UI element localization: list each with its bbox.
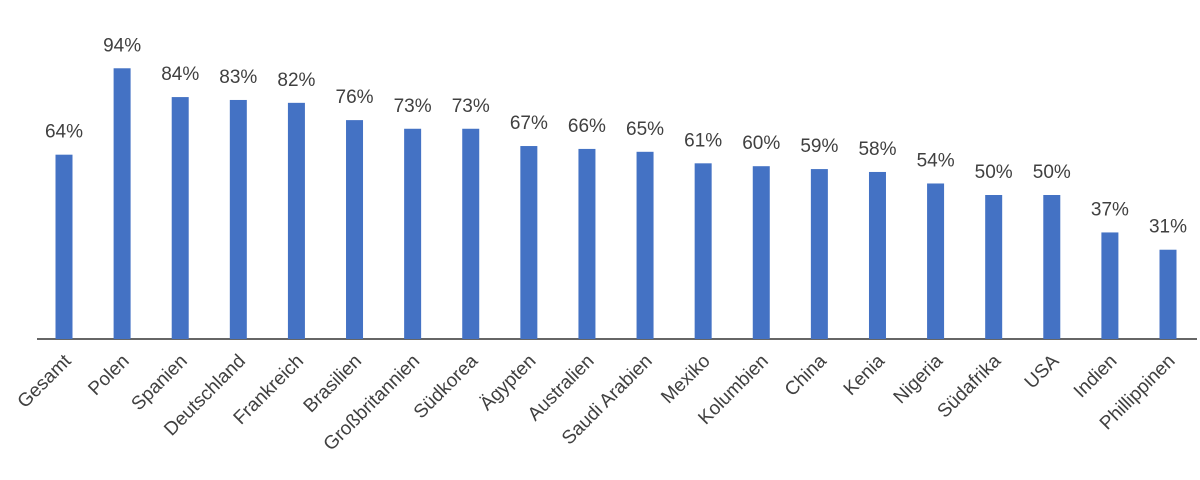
bar — [1101, 232, 1119, 339]
value-label: 66% — [568, 116, 606, 137]
bar — [404, 128, 422, 339]
bar — [55, 154, 73, 339]
x-tick-label: Kenia — [840, 350, 890, 400]
x-tick-label: Südafrika — [934, 350, 1006, 422]
value-label: 31% — [1149, 217, 1187, 238]
value-label: 50% — [1033, 162, 1071, 183]
x-tick-label: Gesamt — [14, 350, 76, 412]
value-label: 83% — [219, 67, 257, 88]
value-label: 61% — [684, 130, 722, 151]
value-label: 76% — [336, 87, 374, 108]
value-label: 64% — [45, 122, 83, 143]
x-tick-label: USA — [1021, 350, 1064, 393]
value-label: 84% — [161, 64, 199, 85]
x-tick-label: Mexiko — [657, 351, 714, 408]
value-label: 73% — [452, 96, 490, 117]
x-tick-label: Nigeria — [890, 350, 948, 408]
x-tick-label: Polen — [84, 351, 133, 400]
value-label: 60% — [742, 133, 780, 154]
bar — [287, 102, 305, 339]
bar — [229, 99, 247, 340]
value-label: 50% — [975, 162, 1013, 183]
value-label: 65% — [626, 119, 664, 140]
bar — [868, 171, 886, 339]
bar — [578, 148, 596, 339]
value-label: 94% — [103, 35, 141, 56]
bar — [520, 146, 538, 339]
value-label: 73% — [394, 96, 432, 117]
value-label: 67% — [510, 113, 548, 134]
value-label: 54% — [917, 150, 955, 171]
bar — [462, 128, 480, 339]
bar — [927, 183, 945, 339]
bar — [694, 163, 712, 339]
x-tick-label: Indien — [1070, 351, 1121, 402]
value-label: 59% — [800, 136, 838, 157]
bar — [113, 68, 131, 339]
value-label: 37% — [1091, 199, 1129, 220]
bar — [752, 166, 770, 339]
bar — [636, 151, 654, 339]
bar — [171, 97, 189, 339]
value-label: 82% — [277, 70, 315, 91]
bar — [346, 120, 364, 340]
value-label: 58% — [858, 139, 896, 160]
x-tick-label: Südkorea — [410, 350, 483, 423]
x-tick-label: China — [781, 350, 831, 400]
bar — [985, 195, 1003, 339]
bar — [810, 169, 828, 339]
bar — [1159, 249, 1177, 339]
bar — [1043, 195, 1061, 339]
